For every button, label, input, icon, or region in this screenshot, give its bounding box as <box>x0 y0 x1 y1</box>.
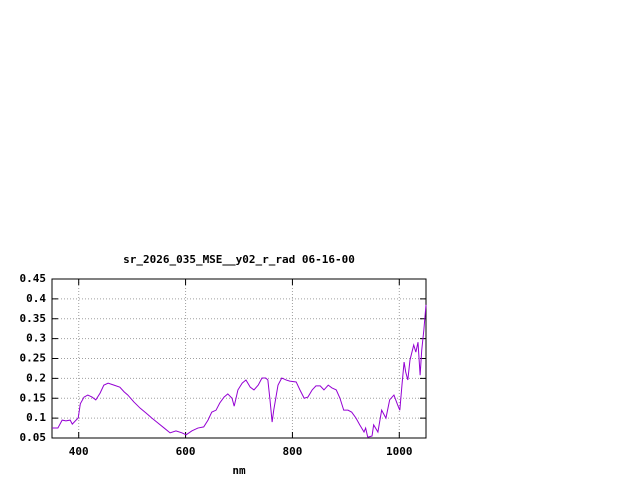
chart-title: sr_2026_035_MSE__y02_r_rad 06-16-00 <box>123 253 355 266</box>
y-tick-label: 0.05 <box>20 431 47 444</box>
y-tick-label: 0.35 <box>20 312 47 325</box>
x-tick-label: 1000 <box>386 445 413 458</box>
x-tick-label: 400 <box>69 445 89 458</box>
data-line <box>52 304 427 438</box>
y-tick-label: 0.4 <box>26 292 46 305</box>
x-axis-label: nm <box>232 464 246 477</box>
y-tick-label: 0.3 <box>26 332 46 345</box>
plot-border <box>51 278 427 439</box>
y-tick-label: 0.2 <box>26 371 46 384</box>
y-tick-label: 0.25 <box>20 352 47 365</box>
x-tick-label: 600 <box>176 445 196 458</box>
y-tick-label: 0.15 <box>20 391 47 404</box>
y-tick-label: 0.1 <box>26 411 46 424</box>
y-tick-label: 0.45 <box>20 272 47 285</box>
x-tick-label: 800 <box>282 445 302 458</box>
